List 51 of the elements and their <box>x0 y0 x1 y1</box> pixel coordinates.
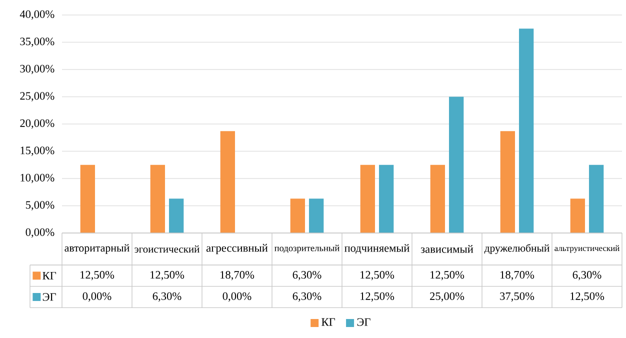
x-tick-label: агрессивный <box>206 244 268 254</box>
bar <box>169 198 184 233</box>
data-label: 0,00% <box>222 292 252 302</box>
x-tick-label: эгоистический <box>134 245 200 253</box>
legend-label: ЭГ <box>357 318 370 326</box>
data-label: 12,50% <box>360 292 394 302</box>
bar <box>220 131 235 233</box>
data-label: 6,30% <box>152 292 182 302</box>
data-label: 18,70% <box>500 271 534 280</box>
x-tick-label: авторитарный <box>64 244 130 254</box>
data-label: 18,70% <box>220 271 254 280</box>
data-label: 6,30% <box>292 271 322 280</box>
x-tick-label: зависимый <box>420 245 474 253</box>
bar <box>150 164 166 233</box>
data-label: 37,50% <box>500 292 534 302</box>
data-label: 12,50% <box>570 292 604 302</box>
x-tick-label: подозрительный <box>274 244 340 254</box>
data-label: 25,00% <box>430 292 464 302</box>
y-tick-label: 15,00% <box>20 146 54 156</box>
y-tick-label: 20,00% <box>20 119 54 129</box>
y-tick-label: 40,00% <box>20 10 54 20</box>
x-tick-label: дружелюбный <box>484 244 550 254</box>
bar <box>80 164 96 233</box>
bar <box>518 28 534 233</box>
y-tick-label: 35,00% <box>20 38 54 47</box>
bar <box>378 164 394 233</box>
bar <box>588 164 604 233</box>
bar <box>360 164 375 233</box>
bar <box>308 198 324 233</box>
data-label: 0,00% <box>82 292 112 302</box>
bar <box>570 198 585 233</box>
data-label: 12,50% <box>80 271 114 280</box>
bar <box>448 96 464 233</box>
x-tick-label: альтруистический <box>554 245 620 253</box>
bar <box>430 164 445 233</box>
y-tick-label: 5,00% <box>26 201 54 210</box>
data-label: 12,50% <box>430 271 464 280</box>
y-tick-label: 30,00% <box>20 64 54 74</box>
bar <box>290 198 305 233</box>
text: ЭГ <box>42 293 56 301</box>
x-tick-label: подчиняемый <box>344 244 410 254</box>
data-label: 6,30% <box>572 271 602 280</box>
text: КГ <box>322 318 336 326</box>
legend-label: КГ <box>42 272 56 280</box>
y-tick-label: 25,00% <box>20 92 54 102</box>
data-label: 12,50% <box>360 271 394 280</box>
y-tick-label: 0,00% <box>26 228 54 238</box>
data-label: 12,50% <box>150 271 184 280</box>
bar <box>500 131 515 233</box>
y-tick-label: 10,00% <box>20 174 54 184</box>
data-label: 6,30% <box>292 292 322 302</box>
